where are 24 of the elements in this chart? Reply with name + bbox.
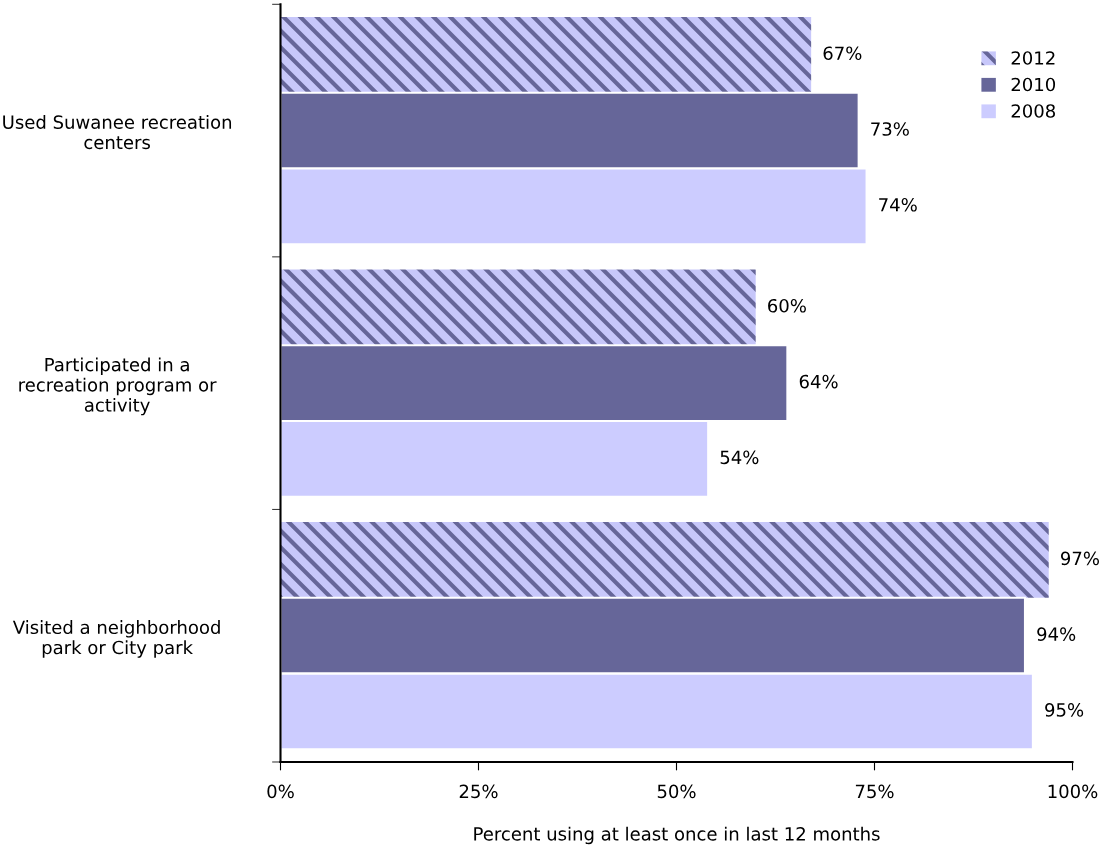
data-label: 54%	[720, 450, 759, 465]
legend-label: 2010	[1011, 77, 1056, 92]
data-label: 74%	[879, 197, 917, 212]
data-label: 97%	[1060, 551, 1099, 566]
x-tick-label: 50%	[657, 784, 696, 799]
y-tick-label: Participated in a recreation program or activity	[19, 357, 217, 416]
x-tick-label: 100%	[1048, 784, 1098, 799]
data-label: 94%	[1037, 627, 1076, 641]
legend-label: 2008	[1011, 104, 1056, 118]
data-label: 60%	[768, 298, 806, 313]
data-label: 67%	[823, 46, 862, 61]
bar	[280, 269, 756, 346]
x-tick-label: 0%	[267, 784, 294, 799]
data-label: 73%	[871, 122, 909, 136]
legend-label: 2012	[1011, 51, 1055, 65]
y-tick-label: Visited a neighborhood park or City park	[12, 620, 220, 658]
data-label: 64%	[799, 374, 838, 389]
x-tick-label: 75%	[855, 784, 894, 799]
bar	[280, 16, 812, 93]
bar	[280, 522, 1049, 598]
y-tick-label: Used Suwanee recreation centers	[3, 114, 232, 150]
x-tick-label: 25%	[459, 784, 498, 799]
x-axis-title: Percent using at least once in last 12 months	[474, 826, 880, 845]
data-label: 95%	[1045, 703, 1084, 717]
